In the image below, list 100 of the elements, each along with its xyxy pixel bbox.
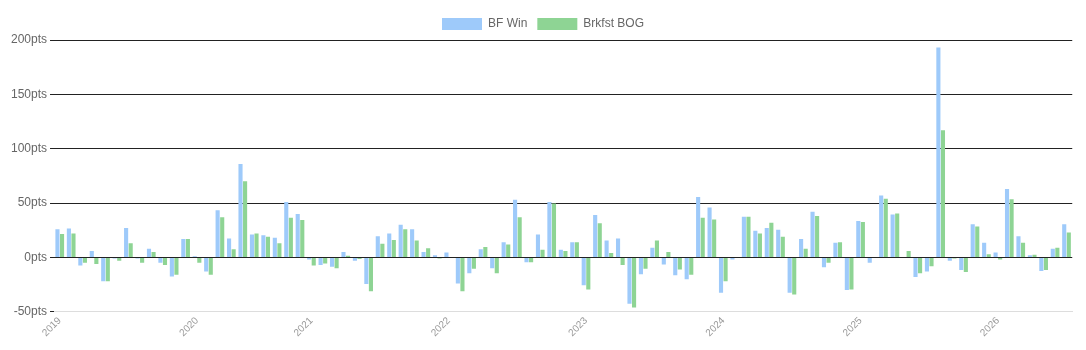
bar xyxy=(1004,188,1010,257)
bar xyxy=(82,257,87,263)
bar xyxy=(1062,224,1067,257)
bar xyxy=(654,240,659,257)
bar xyxy=(341,251,346,257)
bar xyxy=(597,223,602,257)
bar xyxy=(284,201,289,257)
bar xyxy=(860,222,865,257)
bar xyxy=(272,237,277,257)
legend-label: BF Win xyxy=(488,16,528,31)
bar xyxy=(151,251,156,257)
bar xyxy=(970,224,975,257)
bar xyxy=(197,257,202,263)
y-tick-label: 0pts xyxy=(24,249,48,264)
bar xyxy=(490,257,495,269)
bar xyxy=(364,257,369,285)
bar xyxy=(261,235,266,257)
y-tick-label: 100pts xyxy=(11,141,48,156)
bar xyxy=(494,257,499,274)
bar xyxy=(558,249,563,257)
bar xyxy=(535,234,541,257)
bar xyxy=(936,47,941,257)
bar xyxy=(506,244,511,257)
bar xyxy=(181,238,186,257)
bar xyxy=(918,257,923,274)
bar xyxy=(243,181,248,257)
bar xyxy=(574,242,579,257)
bar xyxy=(787,257,792,293)
bar xyxy=(254,233,259,257)
bar xyxy=(185,238,190,257)
bar xyxy=(723,257,728,282)
bar xyxy=(329,257,335,267)
bar xyxy=(746,216,751,257)
bar xyxy=(638,257,643,275)
bar xyxy=(753,230,758,257)
bar xyxy=(673,257,678,276)
bar xyxy=(810,211,815,257)
bar xyxy=(837,242,843,257)
bar xyxy=(627,257,632,304)
bar xyxy=(517,217,522,257)
bar xyxy=(1032,254,1037,257)
bar xyxy=(959,257,964,270)
bar xyxy=(696,197,701,257)
bar xyxy=(391,240,396,257)
bar xyxy=(632,257,637,308)
bar xyxy=(650,247,655,257)
bar xyxy=(460,257,465,292)
bar xyxy=(913,257,918,277)
bar xyxy=(398,224,403,257)
bar xyxy=(403,229,408,257)
bar xyxy=(471,257,476,269)
bar xyxy=(982,242,987,257)
bar xyxy=(975,226,980,257)
bar xyxy=(162,257,168,266)
bar xyxy=(792,257,797,295)
bar xyxy=(238,163,243,257)
bar xyxy=(940,130,946,257)
bar xyxy=(815,216,820,257)
bar xyxy=(220,217,225,257)
bar xyxy=(368,257,373,292)
bar xyxy=(71,233,76,257)
bar xyxy=(231,249,236,257)
bar xyxy=(799,238,804,257)
bar xyxy=(380,243,385,257)
bar xyxy=(929,257,934,267)
bar xyxy=(174,257,179,275)
bar xyxy=(689,257,694,275)
bar xyxy=(410,229,415,257)
bar xyxy=(105,257,110,282)
bar xyxy=(140,257,145,263)
bar xyxy=(375,236,380,257)
bar xyxy=(867,257,872,263)
bar xyxy=(741,216,746,257)
legend-label: Brkfst BOG xyxy=(583,16,645,31)
bar xyxy=(844,257,849,291)
bar xyxy=(1039,257,1044,272)
bar xyxy=(158,257,163,263)
bar xyxy=(295,213,300,257)
bar xyxy=(455,257,460,284)
bar xyxy=(890,214,895,257)
bar xyxy=(208,257,213,275)
bar xyxy=(551,203,557,257)
bar xyxy=(318,257,323,266)
bar xyxy=(1020,242,1026,257)
bar xyxy=(59,234,65,257)
bar xyxy=(311,257,316,266)
bar xyxy=(426,248,431,257)
bar xyxy=(1066,232,1071,257)
bar xyxy=(586,257,591,290)
bar xyxy=(803,248,808,257)
bar xyxy=(609,253,614,257)
bar xyxy=(227,238,232,257)
bar xyxy=(757,233,762,257)
bar xyxy=(1016,236,1021,257)
bar xyxy=(879,195,884,257)
bar xyxy=(78,257,83,266)
bar xyxy=(277,243,282,257)
bar xyxy=(986,254,991,257)
bar xyxy=(666,251,671,257)
bar xyxy=(352,257,357,261)
